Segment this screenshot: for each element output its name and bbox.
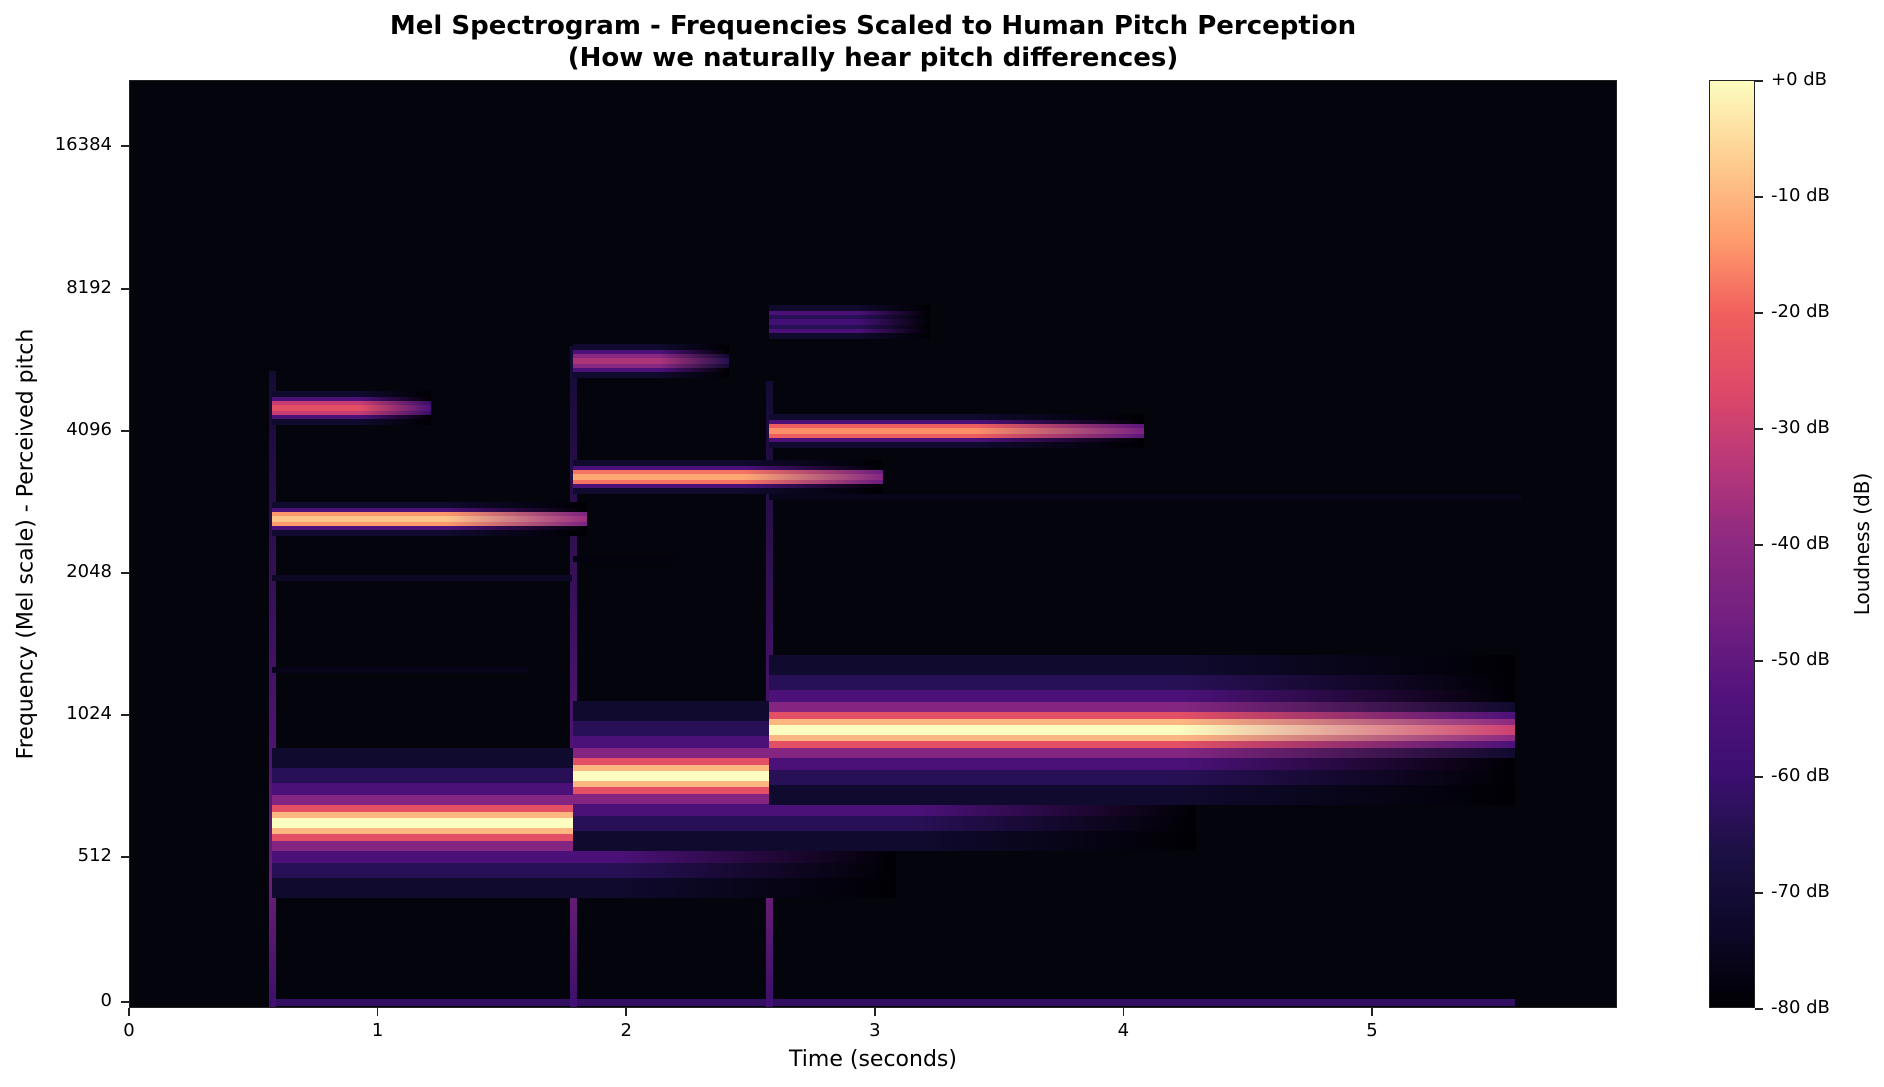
- colorbar-tick-label: -40 dB: [1771, 533, 1830, 554]
- colorbar-tick-mark: [1755, 776, 1763, 778]
- spectrogram-plot-area: [129, 80, 1617, 1008]
- x-tick-mark: [874, 1008, 876, 1016]
- y-tick-label: 0: [100, 990, 112, 1011]
- x-tick: 1: [358, 1008, 398, 1042]
- colorbar-tick-label: -10 dB: [1771, 185, 1830, 206]
- colorbar-tick-mark: [1755, 196, 1763, 198]
- title-line: Mel Spectrogram - Frequencies Scaled to …: [389, 11, 1357, 41]
- x-axis-label: Time (seconds): [789, 1047, 957, 1072]
- colorbar-tick-mark: [1755, 892, 1763, 894]
- y-tick-mark: [121, 714, 129, 716]
- y-tick-label: 16384: [54, 134, 112, 155]
- note-3-partial-band: [768, 427, 1145, 434]
- y-tick: 0: [0, 991, 129, 1011]
- x-tick-label: 1: [371, 1020, 384, 1041]
- y-tick: 4096: [0, 420, 129, 440]
- note-2-partial-band: [572, 358, 730, 365]
- y-tick-label: 2048: [66, 561, 112, 582]
- y-tick-mark: [121, 288, 129, 290]
- x-tick: 2: [606, 1008, 646, 1042]
- subtitle-line: (How we naturally hear pitch differences…: [567, 43, 1179, 73]
- x-tick-mark: [1371, 1008, 1373, 1016]
- faint-partial: [271, 575, 573, 582]
- y-tick: 8192: [0, 278, 129, 298]
- y-tick-label: 8192: [66, 277, 112, 298]
- y-tick: 512: [0, 846, 129, 866]
- colorbar: [1709, 80, 1755, 1008]
- y-tick-mark: [121, 145, 129, 147]
- colorbar-tick-label: -50 dB: [1771, 649, 1830, 670]
- onset-line: [268, 371, 276, 1007]
- colorbar-tick-label: -20 dB: [1771, 301, 1830, 322]
- colorbar-tick-mark: [1755, 544, 1763, 546]
- note-3-partial-band: [768, 725, 1515, 736]
- note-3-partial-band: [768, 319, 931, 326]
- faint-partial: [271, 666, 528, 673]
- note-2-partial-band: [572, 474, 884, 481]
- x-tick-label: 3: [869, 1020, 881, 1041]
- y-tick-label: 512: [77, 845, 112, 866]
- colorbar-label: Loudness (dB): [1850, 472, 1874, 616]
- x-tick: 5: [1352, 1008, 1392, 1042]
- y-tick: 1024: [0, 704, 129, 724]
- y-tick-mark: [121, 856, 129, 858]
- y-tick: 16384: [0, 135, 129, 155]
- x-tick-mark: [376, 1008, 379, 1016]
- note-1-partial-band: [271, 515, 588, 522]
- colorbar-tick-label: +0 dB: [1771, 69, 1828, 90]
- faint-partial: [572, 556, 677, 563]
- colorbar-tick-mark: [1755, 312, 1763, 314]
- colorbar-tick-mark: [1755, 428, 1763, 430]
- x-tick-mark: [1122, 1008, 1125, 1016]
- y-tick-label: 1024: [66, 703, 112, 724]
- y-tick-mark: [121, 1001, 129, 1003]
- x-tick: 3: [855, 1008, 895, 1042]
- onset-line: [569, 346, 577, 1007]
- colorbar-tick-mark: [1755, 660, 1763, 662]
- x-tick-mark: [128, 1008, 130, 1016]
- note-1-partial-band: [271, 405, 431, 412]
- faint-partial: [768, 494, 1523, 501]
- colorbar-tick-label: -60 dB: [1771, 765, 1830, 786]
- x-tick-label: 2: [620, 1020, 632, 1041]
- x-tick: 0: [109, 1008, 149, 1042]
- y-tick-mark: [121, 572, 129, 574]
- x-tick-label: 5: [1366, 1020, 1378, 1041]
- x-tick: 4: [1103, 1008, 1143, 1042]
- x-tick-mark: [625, 1008, 627, 1016]
- y-tick: 2048: [0, 562, 129, 582]
- colorbar-tick-label: -70 dB: [1771, 881, 1830, 902]
- x-tick-label: 4: [1117, 1020, 1130, 1041]
- dc-strip: [271, 999, 1515, 1006]
- y-tick-label: 4096: [66, 419, 112, 440]
- colorbar-tick-mark: [1755, 80, 1763, 82]
- colorbar-tick-label: -30 dB: [1771, 417, 1830, 438]
- x-tick-label: 0: [123, 1020, 135, 1041]
- y-axis-label: Frequency (Mel scale) - Perceived pitch: [13, 328, 39, 760]
- colorbar-tick-label: -80 dB: [1771, 997, 1830, 1018]
- chart-title: Mel Spectrogram - Frequencies Scaled to …: [129, 10, 1617, 74]
- y-tick-mark: [121, 430, 129, 432]
- colorbar-tick-mark: [1755, 1008, 1763, 1010]
